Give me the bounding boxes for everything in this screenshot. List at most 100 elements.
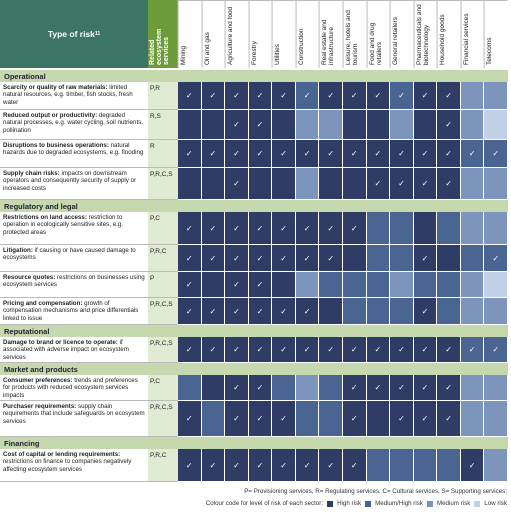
risk-cell: ✓ bbox=[295, 140, 320, 168]
risk-cell bbox=[366, 298, 391, 325]
check-mark: ✓ bbox=[445, 383, 452, 392]
legend: Colour code for level of risk of each se… bbox=[206, 500, 507, 507]
risk-title: Litigation: bbox=[3, 247, 33, 254]
risk-cell: ✓ bbox=[343, 82, 367, 110]
services-cell: P,R,C,S bbox=[148, 298, 178, 325]
risk-text: restriction to operation in ecologically… bbox=[3, 214, 124, 236]
risk-cell: ✓ bbox=[225, 449, 249, 482]
check-mark: ✓ bbox=[350, 460, 358, 470]
check-mark: ✓ bbox=[256, 414, 264, 423]
legend-label: Low risk bbox=[484, 500, 507, 507]
check-mark: ✓ bbox=[327, 345, 335, 354]
risk-cell bbox=[437, 245, 461, 272]
type-title: Type of risk bbox=[47, 29, 95, 39]
check-mark: ✓ bbox=[185, 253, 193, 263]
check-mark: ✓ bbox=[468, 149, 476, 158]
risk-cell: ✓ bbox=[295, 212, 320, 245]
risk-description: Reduced output or productivity: degraded… bbox=[0, 110, 148, 140]
risk-cell: ✓ bbox=[343, 212, 367, 245]
risk-description: Cost of capital or lending requirements:… bbox=[0, 449, 148, 482]
risk-cell: ✓ bbox=[437, 375, 461, 401]
risk-cell: ✓ bbox=[201, 245, 226, 272]
risk-cell bbox=[413, 212, 438, 245]
legend-label: Medium risk bbox=[436, 500, 471, 507]
section-header: Operational bbox=[0, 70, 508, 82]
risk-cell bbox=[272, 375, 296, 401]
risk-cell bbox=[437, 272, 461, 298]
risk-cell: ✓ bbox=[484, 337, 508, 363]
risk-title: Resource quotes: bbox=[3, 274, 56, 281]
services-cell: P,C bbox=[148, 375, 178, 401]
risk-cell bbox=[343, 245, 367, 272]
section-header: Financing bbox=[0, 437, 508, 449]
risk-cell bbox=[460, 298, 485, 325]
risk-cell: ✓ bbox=[201, 337, 226, 363]
sector-header: Leisure, hotels and tourism bbox=[343, 0, 367, 68]
risk-title: Reduced output or productivity: bbox=[3, 112, 98, 119]
risk-cell: ✓ bbox=[201, 82, 226, 110]
risk-cell: ✓ bbox=[343, 449, 367, 482]
risk-cell: ✓ bbox=[437, 82, 461, 110]
services-key: P= Provisioning services, R= Regulating … bbox=[244, 488, 507, 495]
check-mark: ✓ bbox=[374, 383, 382, 392]
check-mark: ✓ bbox=[185, 223, 193, 233]
risk-cell: ✓ bbox=[319, 82, 343, 110]
check-mark: ✓ bbox=[303, 345, 311, 354]
risk-cell: ✓ bbox=[319, 212, 343, 245]
risk-cell: ✓ bbox=[272, 401, 296, 437]
risk-cell bbox=[343, 168, 367, 200]
risk-cell bbox=[484, 449, 508, 482]
risk-description: Disruptions to business operations: natu… bbox=[0, 140, 148, 168]
risk-cell bbox=[319, 272, 343, 298]
risk-cell: ✓ bbox=[413, 375, 438, 401]
risk-cell: ✓ bbox=[295, 298, 320, 325]
risk-cell bbox=[201, 272, 226, 298]
risk-cell: ✓ bbox=[437, 168, 461, 200]
risk-cell: ✓ bbox=[295, 337, 320, 363]
risk-cell: ✓ bbox=[178, 401, 202, 437]
check-mark: ✓ bbox=[350, 223, 358, 233]
risk-cell: ✓ bbox=[437, 110, 461, 140]
risk-cell bbox=[460, 168, 485, 200]
check-mark: ✓ bbox=[492, 149, 500, 158]
risk-cell: ✓ bbox=[413, 245, 438, 272]
sector-header: Mining bbox=[178, 0, 202, 68]
sector-header: Agriculture and food bbox=[225, 0, 249, 68]
check-mark: ✓ bbox=[256, 306, 264, 316]
risk-cell: ✓ bbox=[272, 140, 296, 168]
legend-label: Medium/High risk bbox=[375, 500, 423, 507]
risk-cell bbox=[201, 168, 226, 200]
check-mark: ✓ bbox=[327, 149, 335, 158]
risk-cell bbox=[413, 272, 438, 298]
services-header: Related ecosystem services bbox=[148, 0, 178, 68]
section-header: Market and products bbox=[0, 363, 508, 375]
risk-cell: ✓ bbox=[366, 140, 391, 168]
risk-title: Pricing and compensation: bbox=[3, 300, 83, 307]
check-mark: ✓ bbox=[421, 91, 429, 100]
risk-cell: ✓ bbox=[390, 168, 414, 200]
risk-cell: ✓ bbox=[248, 401, 273, 437]
check-mark: ✓ bbox=[492, 253, 500, 263]
risk-cell: ✓ bbox=[248, 140, 273, 168]
risk-cell bbox=[413, 110, 438, 140]
risk-cell bbox=[295, 272, 320, 298]
risk-text: if causing or have caused damage to ecos… bbox=[3, 247, 136, 262]
check-mark: ✓ bbox=[233, 120, 240, 129]
check-mark: ✓ bbox=[374, 91, 382, 100]
risk-cell bbox=[460, 212, 485, 245]
check-mark: ✓ bbox=[350, 414, 358, 423]
risk-text: supply chain requirements that include s… bbox=[3, 403, 145, 425]
risk-cell bbox=[484, 168, 508, 200]
risk-cell bbox=[460, 110, 485, 140]
risk-cell: ✓ bbox=[343, 375, 367, 401]
risk-title: Cost of capital or lending requirements: bbox=[3, 451, 121, 458]
risk-cell bbox=[484, 212, 508, 245]
risk-title: Purchaser requirements: bbox=[3, 403, 77, 410]
risk-cell bbox=[343, 272, 367, 298]
risk-cell bbox=[366, 110, 391, 140]
check-mark: ✓ bbox=[233, 91, 240, 100]
risk-cell: ✓ bbox=[178, 272, 202, 298]
risk-cell: ✓ bbox=[343, 140, 367, 168]
risk-cell bbox=[295, 110, 320, 140]
check-mark: ✓ bbox=[445, 345, 452, 354]
